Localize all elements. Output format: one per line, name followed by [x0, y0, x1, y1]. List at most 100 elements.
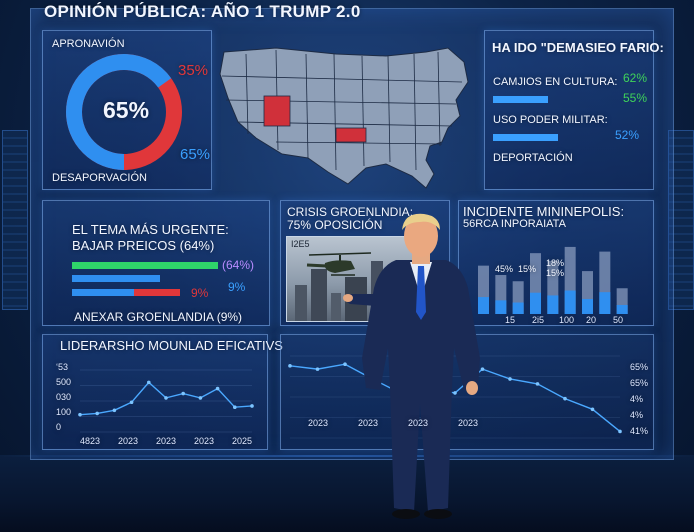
minneapolis-bar — [616, 288, 628, 314]
too-far-panel — [484, 30, 654, 190]
trend-point — [453, 391, 457, 395]
minneapolis-x-label: 20 — [586, 315, 597, 325]
leadership-x-label: 2023 — [156, 436, 177, 446]
urgent-bar-second-value: 9% — [228, 280, 246, 294]
minneapolis-bar-fill — [616, 304, 628, 314]
urgent-footer: ANEXAR GROENLANDIA (9%) — [74, 310, 243, 324]
urgent-bar-prices-value: (64%) — [222, 258, 255, 272]
leadership-point — [250, 404, 254, 408]
page-title: OPINIÓN PÚBLICA: AÑO 1 TRUMP 2.0 — [44, 2, 361, 21]
minneapolis-bar-fill — [564, 290, 576, 314]
urgent-bar-third-blue — [72, 289, 134, 296]
minneapolis-overlay-b: 15% — [518, 264, 537, 274]
trend-point — [288, 364, 292, 368]
minneapolis-bar-fill — [547, 295, 559, 314]
minneapolis-bar-fill — [530, 292, 541, 314]
greenland-photo-tag: I2E5 — [291, 239, 310, 249]
minneapolis-bar — [478, 265, 489, 314]
trend-point — [315, 367, 320, 371]
minneapolis-bar-fill — [599, 292, 611, 314]
leadership-point — [181, 391, 185, 396]
minneapolis-title: INCIDENTE MININEPOLIS: — [463, 204, 625, 219]
minneapolis-bar — [512, 281, 524, 314]
minneapolis-bar — [564, 246, 576, 314]
leadership-point — [233, 405, 237, 409]
helicopter-icon — [306, 252, 372, 276]
us-map — [219, 47, 469, 189]
culture-label: CAMJIOS EN CULTURA: — [493, 76, 618, 88]
minneapolis-bar-chart — [478, 246, 628, 314]
military-bar — [493, 134, 558, 141]
minneapolis-bar — [547, 260, 559, 314]
approval-slice — [66, 54, 182, 170]
trend-y-label: 65% — [630, 378, 649, 388]
minneapolis-overlay-a: 45% — [495, 264, 514, 274]
culture-bar — [493, 96, 548, 103]
minneapolis-x-label: 15 — [505, 315, 516, 325]
leadership-x-label: 2023 — [194, 436, 215, 446]
disapproval-percent: 35% — [178, 62, 209, 79]
leadership-title: LIDERARSHO MOUNLAD EFICATIVS — [60, 338, 283, 353]
leadership-y-label: 100 — [56, 407, 72, 417]
minneapolis-bar — [495, 275, 507, 314]
leadership-y-label: 030 — [56, 392, 72, 402]
trend-y-label: 65% — [630, 362, 649, 372]
leadership-point — [198, 396, 203, 400]
trend-x-label: 2023 — [358, 418, 379, 428]
minneapolis-x-label: 100 — [559, 315, 575, 325]
leadership-y-label: ʻ53 — [56, 362, 69, 372]
leadership-x-label: 2025 — [232, 436, 253, 446]
minneapolis-subtitle: 56RCA INPORAIATA — [463, 218, 566, 230]
trend-y-label: 4% — [630, 410, 644, 420]
approval-percent: 65% — [180, 146, 211, 163]
deportation-label: DEPORTACIÓN — [493, 152, 573, 164]
minneapolis-bar-fill — [582, 298, 593, 314]
leadership-point — [95, 411, 99, 416]
trend-x-label: 2023 — [458, 418, 479, 428]
minneapolis-overlay-c: 18% — [546, 258, 565, 268]
left-side-monitor — [2, 130, 28, 310]
trend-y-label: 4% — [630, 394, 644, 404]
trend-x-label: 2023 — [308, 418, 329, 428]
minneapolis-bar — [530, 253, 541, 314]
minneapolis-bar — [599, 251, 611, 314]
studio-floor — [0, 455, 694, 532]
minneapolis-bar — [582, 271, 593, 314]
right-side-monitor — [668, 130, 694, 310]
leadership-x-label: 2023 — [118, 436, 139, 446]
minneapolis-overlay-d: 15% — [546, 268, 565, 278]
leadership-line-chart — [78, 369, 254, 433]
leadership-y-label: 500 — [56, 377, 72, 387]
military-value: 52% — [615, 128, 640, 142]
leadership-panel — [42, 334, 268, 450]
urgent-bar-prices — [72, 262, 218, 269]
leadership-point — [147, 380, 151, 385]
trend-x-label: 2023 — [408, 418, 429, 428]
greenland-subtitle: 75% OPOSICIÓN — [287, 218, 383, 232]
minneapolis-bar-fill — [495, 300, 507, 314]
minneapolis-bar-fill — [512, 302, 524, 314]
floor-glow — [0, 455, 694, 457]
leadership-point — [112, 408, 117, 413]
trend-point — [480, 367, 485, 371]
minneapolis-x-label: 2i5 — [532, 315, 545, 325]
culture-value-2: 55% — [623, 91, 648, 105]
urgent-bar-third-red — [134, 289, 180, 296]
culture-value: 62% — [623, 71, 648, 85]
urgent-bar-third-value: 9% — [191, 286, 209, 300]
greenland-title: CRISIS GROENLNDIA: — [287, 205, 414, 219]
military-label: USO PODER MILITAR: — [493, 114, 608, 126]
trend-point — [618, 429, 622, 434]
leadership-y-label: 0 — [56, 422, 62, 432]
trend-point — [535, 382, 540, 386]
trend-point — [508, 377, 512, 381]
urgent-title: EL TEMA MÁS URGENTE: — [72, 222, 229, 237]
leadership-point — [164, 396, 168, 400]
trend-point — [590, 407, 595, 412]
leadership-x-label: 4823 — [80, 436, 101, 446]
trend-line-chart — [288, 355, 622, 439]
minneapolis-bar-fill — [478, 297, 489, 314]
leadership-point — [78, 412, 82, 417]
urgent-bar-second — [72, 275, 160, 282]
